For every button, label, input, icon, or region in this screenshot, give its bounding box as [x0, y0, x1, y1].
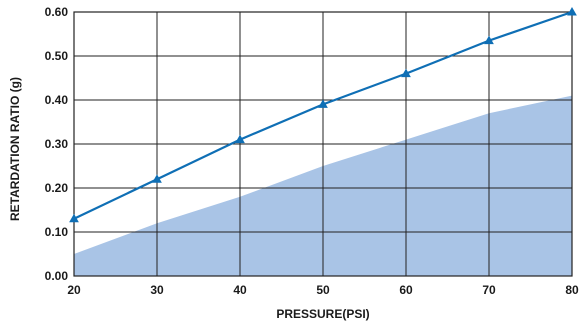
y-axis-label: RETARDATION RATIO (g): [8, 77, 22, 221]
y-tick-label-3: 0.30: [45, 137, 69, 151]
data-point-0-1: [152, 174, 162, 183]
data-point-0-6: [567, 6, 577, 16]
x-tick-label-2: 40: [233, 283, 247, 297]
x-tick-label-5: 70: [482, 283, 496, 297]
y-tick-label-0: 0.00: [45, 269, 69, 283]
x-axis-label: PRESSURE(PSI): [276, 307, 369, 321]
y-tick-label-1: 0.10: [45, 225, 69, 239]
x-tick-label-1: 30: [150, 283, 164, 297]
y-tick-label-6: 0.60: [45, 5, 69, 19]
y-tick-label-2: 0.20: [45, 181, 69, 195]
data-point-0-5: [484, 35, 494, 45]
y-tick-label-5: 0.50: [45, 49, 69, 63]
line-layer: [69, 6, 577, 223]
x-tick-label-6: 80: [565, 283, 579, 297]
tick-layer: 20 30 40 50 60 70 80 0.00 0.10 0.20 0.30 0.40 0.50 0.…: [45, 5, 579, 297]
plot-frame: [73, 11, 573, 277]
data-point-0-2: [235, 134, 245, 144]
data-point-0-3: [318, 99, 328, 108]
x-tick-label-3: 50: [316, 283, 330, 297]
x-tick-label-4: 60: [399, 283, 413, 297]
y-tick-label-4: 0.40: [45, 93, 69, 107]
data-point-0-0: [69, 213, 79, 223]
x-tick-label-0: 20: [67, 283, 81, 297]
data-point-0-4: [401, 68, 411, 78]
